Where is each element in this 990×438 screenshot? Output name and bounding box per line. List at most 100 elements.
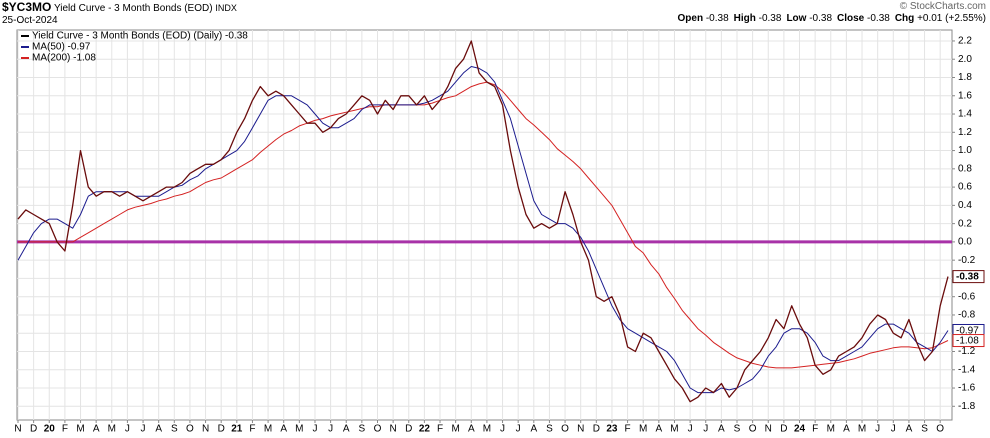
quote-label: Chg: [894, 13, 915, 24]
y-tick-label: -0.2: [958, 255, 976, 266]
y-tick-label: -0.8: [958, 310, 976, 321]
x-tick-label: N: [390, 424, 397, 435]
exchange: INDX: [215, 3, 237, 13]
x-tick-label: A: [155, 424, 162, 435]
x-tick-label: J: [141, 424, 146, 435]
x-tick-label: J: [328, 424, 333, 435]
value-tag: -1.08: [956, 336, 979, 347]
x-tick-label: S: [359, 424, 366, 435]
copyright: © StockCharts.com: [899, 1, 986, 12]
x-tick-label: 23: [606, 424, 618, 435]
y-tick-label: -1.4: [958, 364, 976, 375]
series-line: [18, 81, 949, 369]
quote-value: +0.01 (+2.55%): [917, 13, 986, 24]
y-tick-label: 0.0: [958, 237, 972, 248]
x-tick-label: A: [906, 424, 913, 435]
quote: Open -0.38 High -0.38 Low -0.38 Close -0.38…: [673, 13, 987, 25]
x-tick-label: J: [312, 424, 317, 435]
x-tick-label: S: [546, 424, 553, 435]
y-tick-label: 0.6: [958, 182, 972, 193]
date: 25-Oct-2024: [2, 15, 58, 26]
quote-value: -0.38: [705, 13, 729, 24]
symbol: $YC3MO: [2, 0, 52, 14]
y-tick-label: 2.0: [958, 54, 972, 65]
y-tick-label: 1.2: [958, 127, 972, 138]
x-tick-label: N: [14, 424, 21, 435]
x-tick-label: A: [343, 424, 350, 435]
x-tick-label: M: [639, 424, 647, 435]
x-tick-label: M: [827, 424, 835, 435]
y-tick-label: -0.6: [958, 291, 976, 302]
x-tick-label: J: [688, 424, 693, 435]
x-tick-label: M: [108, 424, 116, 435]
x-tick-label: 20: [44, 424, 56, 435]
x-tick-label: J: [500, 424, 505, 435]
x-tick-label: M: [76, 424, 84, 435]
value-tag-box: [952, 270, 985, 284]
series-line: [17, 66, 949, 394]
y-tick-label: 0.8: [958, 163, 972, 174]
value-tag: -0.38: [956, 272, 979, 283]
x-tick-label: A: [718, 424, 725, 435]
x-tick-label: O: [374, 424, 382, 435]
x-tick-label: M: [264, 424, 272, 435]
x-tick-label: A: [93, 424, 100, 435]
x-tick-label: F: [437, 424, 443, 435]
x-tick-label: 22: [419, 424, 431, 435]
x-tick-label: J: [891, 424, 896, 435]
x-tick-label: M: [670, 424, 678, 435]
y-tick-label: 1.0: [958, 145, 972, 156]
x-tick-label: A: [280, 424, 287, 435]
x-tick-label: N: [765, 424, 772, 435]
quote-label: Close: [837, 13, 865, 24]
quote-value: -0.38: [809, 13, 833, 24]
plot-area: [16, 29, 953, 421]
x-tick-label: J: [703, 424, 708, 435]
x-tick-label: F: [249, 424, 255, 435]
x-tick-label: A: [468, 424, 475, 435]
quote-label: Low: [786, 13, 807, 24]
y-tick-label: 2.2: [958, 36, 972, 47]
x-tick-label: F: [62, 424, 68, 435]
x-tick-label: M: [858, 424, 866, 435]
x-tick-label: M: [295, 424, 303, 435]
x-tick-label: S: [734, 424, 741, 435]
x-tick-label: O: [561, 424, 569, 435]
y-tick-label: 1.8: [958, 72, 972, 83]
header-right: © StockCharts.com Open -0.38 High -0.38 Lo…: [673, 1, 987, 25]
legend-label: MA(50) -0.97: [32, 42, 91, 53]
x-tick-label: J: [125, 424, 130, 435]
x-tick-label: N: [202, 424, 209, 435]
x-tick-label: D: [405, 424, 412, 435]
x-tick-label: O: [749, 424, 757, 435]
quote-value: -0.38: [758, 13, 782, 24]
x-tick-label: D: [780, 424, 787, 435]
legend-label: MA(200) -1.08: [32, 53, 96, 64]
x-tick-label: D: [30, 424, 37, 435]
legend-label: Yield Curve - 3 Month Bonds (EOD) (Daily…: [32, 31, 248, 42]
y-tick-label: -1.2: [958, 346, 976, 357]
x-tick-label: F: [625, 424, 631, 435]
x-tick-label: D: [218, 424, 225, 435]
x-tick-label: A: [656, 424, 663, 435]
x-tick-label: O: [186, 424, 194, 435]
y-tick-label: 0.2: [958, 218, 972, 229]
value-tag: -0.97: [956, 326, 979, 337]
instrument-name: Yield Curve - 3 Month Bonds (EOD): [53, 3, 213, 14]
y-tick-label: 0.4: [958, 200, 972, 211]
x-tick-label: F: [812, 424, 818, 435]
x-tick-label: J: [516, 424, 521, 435]
x-tick-label: D: [593, 424, 600, 435]
quote-value: -0.38: [867, 13, 890, 24]
series-line: [17, 40, 949, 403]
y-tick-label: -1.6: [958, 383, 976, 394]
header-left: $YC3MO Yield Curve - 3 Month Bonds (EOD)…: [2, 1, 237, 27]
y-tick-label: -1.8: [958, 401, 976, 412]
x-tick-label: O: [936, 424, 944, 435]
x-tick-label: A: [530, 424, 537, 435]
quote-label: High: [733, 13, 756, 24]
value-tag-box: [952, 334, 985, 348]
y-tick-label: 1.4: [958, 109, 972, 120]
